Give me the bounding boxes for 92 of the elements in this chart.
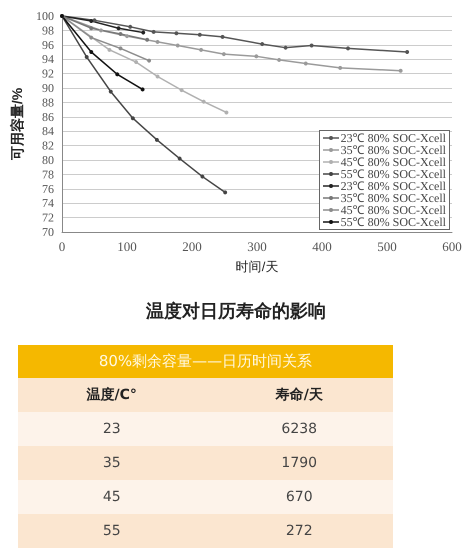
point (222, 52, 226, 56)
y-tick-label: 72 (42, 210, 54, 225)
y-axis-title: 可用容量/% (9, 87, 25, 162)
y-tick-label: 74 (42, 196, 54, 210)
point (223, 190, 228, 194)
y-tick-label: 78 (42, 167, 54, 182)
legend-label: 55℃ 80% SOC-Xcell (340, 167, 446, 181)
text: 6238 (280, 420, 318, 439)
x-tick-label: 200 (182, 239, 202, 254)
x-axis-title: 时间/天 (236, 259, 278, 274)
point (405, 50, 410, 54)
y-tick-label: 92 (42, 66, 54, 81)
point (99, 28, 103, 32)
point (89, 19, 94, 24)
x-tick-label: 500 (377, 239, 397, 254)
point (310, 44, 314, 48)
y-tick-label: 76 (42, 182, 54, 196)
legend-label: 35℃ 80% SOC-Xcell (340, 143, 446, 157)
point (254, 54, 258, 58)
y-tick-label: 82 (42, 138, 54, 153)
point (199, 48, 204, 52)
text: 温度/C° (86, 386, 138, 405)
y-tick-label: 96 (42, 38, 54, 52)
point (346, 46, 350, 50)
y-tick-label: 70 (42, 225, 54, 239)
point (147, 58, 152, 63)
y-tick-label: 94 (42, 52, 54, 66)
x-tick-label: 300 (247, 239, 267, 254)
y-tick-label: 100 (36, 9, 54, 23)
point (176, 44, 180, 48)
legend-label: 23℃ 80% SOC-Xcell (340, 131, 446, 145)
point (277, 58, 282, 62)
point (260, 42, 264, 46)
point (145, 38, 150, 42)
point (134, 60, 138, 64)
point (304, 62, 308, 66)
legend-label: 35℃ 80% SOC-Xcell (340, 191, 446, 205)
point (118, 46, 122, 50)
text: 80%剩余容量——日历时间关系 (18, 345, 393, 378)
text: 670 (284, 488, 314, 507)
point (152, 30, 156, 34)
point (141, 30, 146, 35)
text: 寿命/天 (274, 386, 324, 405)
point (284, 46, 288, 50)
point (130, 116, 135, 120)
point (398, 68, 403, 73)
point (92, 18, 96, 22)
point (224, 110, 228, 114)
point (115, 72, 120, 76)
text: 55 (102, 522, 122, 541)
point (202, 100, 206, 104)
point (198, 32, 202, 37)
x-tick-label: 400 (312, 239, 332, 254)
point (118, 32, 122, 36)
point (174, 31, 178, 36)
x-tick-label: 0 (58, 239, 66, 254)
point (178, 156, 182, 161)
point (125, 34, 129, 38)
legend-label: 45℃ 80% SOC-Xcell (340, 155, 446, 169)
text: 35 (102, 454, 122, 473)
point (338, 66, 342, 70)
y-tick-label: 84 (42, 124, 54, 138)
point (89, 50, 94, 54)
text: 温度对日历寿命的影响 (145, 301, 326, 321)
point (156, 74, 160, 78)
point (140, 87, 145, 92)
x-tick-label: 100 (117, 239, 137, 254)
point (107, 48, 112, 52)
point (84, 55, 89, 60)
legend-label: 45℃ 80% SOC-Xcell (340, 203, 446, 217)
text: 45 (102, 488, 122, 507)
y-tick-label: 88 (42, 95, 54, 110)
text: 23 (102, 420, 122, 439)
text: 1790 (280, 454, 318, 473)
legend-label: 55℃ 80% SOC-Xcell (340, 215, 446, 229)
point (89, 26, 94, 30)
y-tick-label: 90 (42, 81, 54, 95)
point (116, 26, 121, 30)
point (128, 24, 132, 29)
point (154, 138, 159, 142)
point (200, 174, 204, 179)
text: 272 (284, 522, 314, 541)
point (89, 36, 94, 40)
point (220, 34, 225, 39)
point (180, 88, 184, 92)
x-tick-label: 600 (442, 239, 462, 254)
point (108, 90, 113, 94)
point (156, 40, 160, 44)
y-tick-label: 80 (42, 153, 54, 167)
y-tick-label: 86 (42, 110, 54, 124)
legend-label: 23℃ 80% SOC-Xcell (340, 179, 446, 193)
y-tick-label: 98 (42, 23, 54, 38)
